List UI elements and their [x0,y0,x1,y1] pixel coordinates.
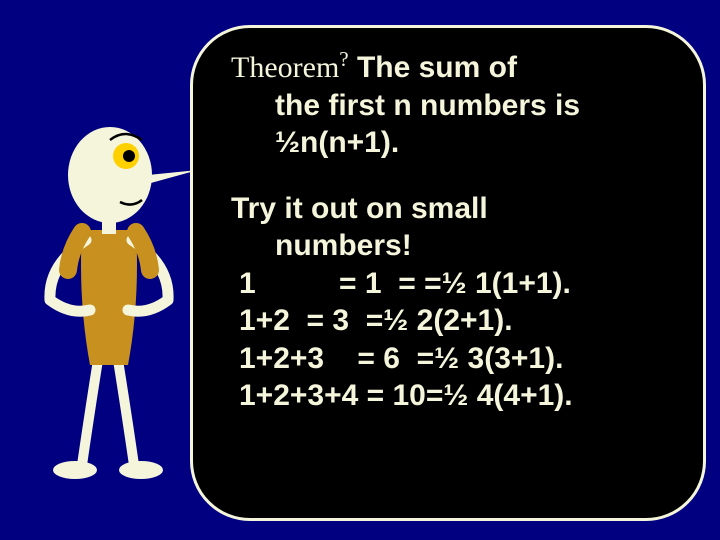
tryout-line2: numbers! [231,227,673,265]
theorem-line2: the first n numbers is [231,87,673,125]
theorem-line1-rest: The sum of [349,51,517,84]
equation-1: 1 = 1 = =½ 1(1+1). [231,265,673,303]
theorem-line3: ½n(n+1). [231,124,673,162]
equation-4: 1+2+3+4 = 10=½ 4(4+1). [231,377,673,415]
tryout-paragraph: Try it out on small numbers! 1 = 1 = =½ … [223,190,673,415]
theorem-title: Theorem [231,51,339,84]
tryout-line1: Try it out on small [231,192,488,225]
cartoon-character [20,100,200,480]
theorem-qmark: ? [339,47,348,71]
speech-bubble: Theorem? The sum of the first n numbers … [190,25,706,521]
bubble-text: Theorem? The sum of the first n numbers … [193,28,703,435]
theorem-paragraph: Theorem? The sum of the first n numbers … [223,46,673,162]
equation-2: 1+2 = 3 =½ 2(2+1). [231,302,673,340]
equation-3: 1+2+3 = 6 =½ 3(3+1). [231,340,673,378]
